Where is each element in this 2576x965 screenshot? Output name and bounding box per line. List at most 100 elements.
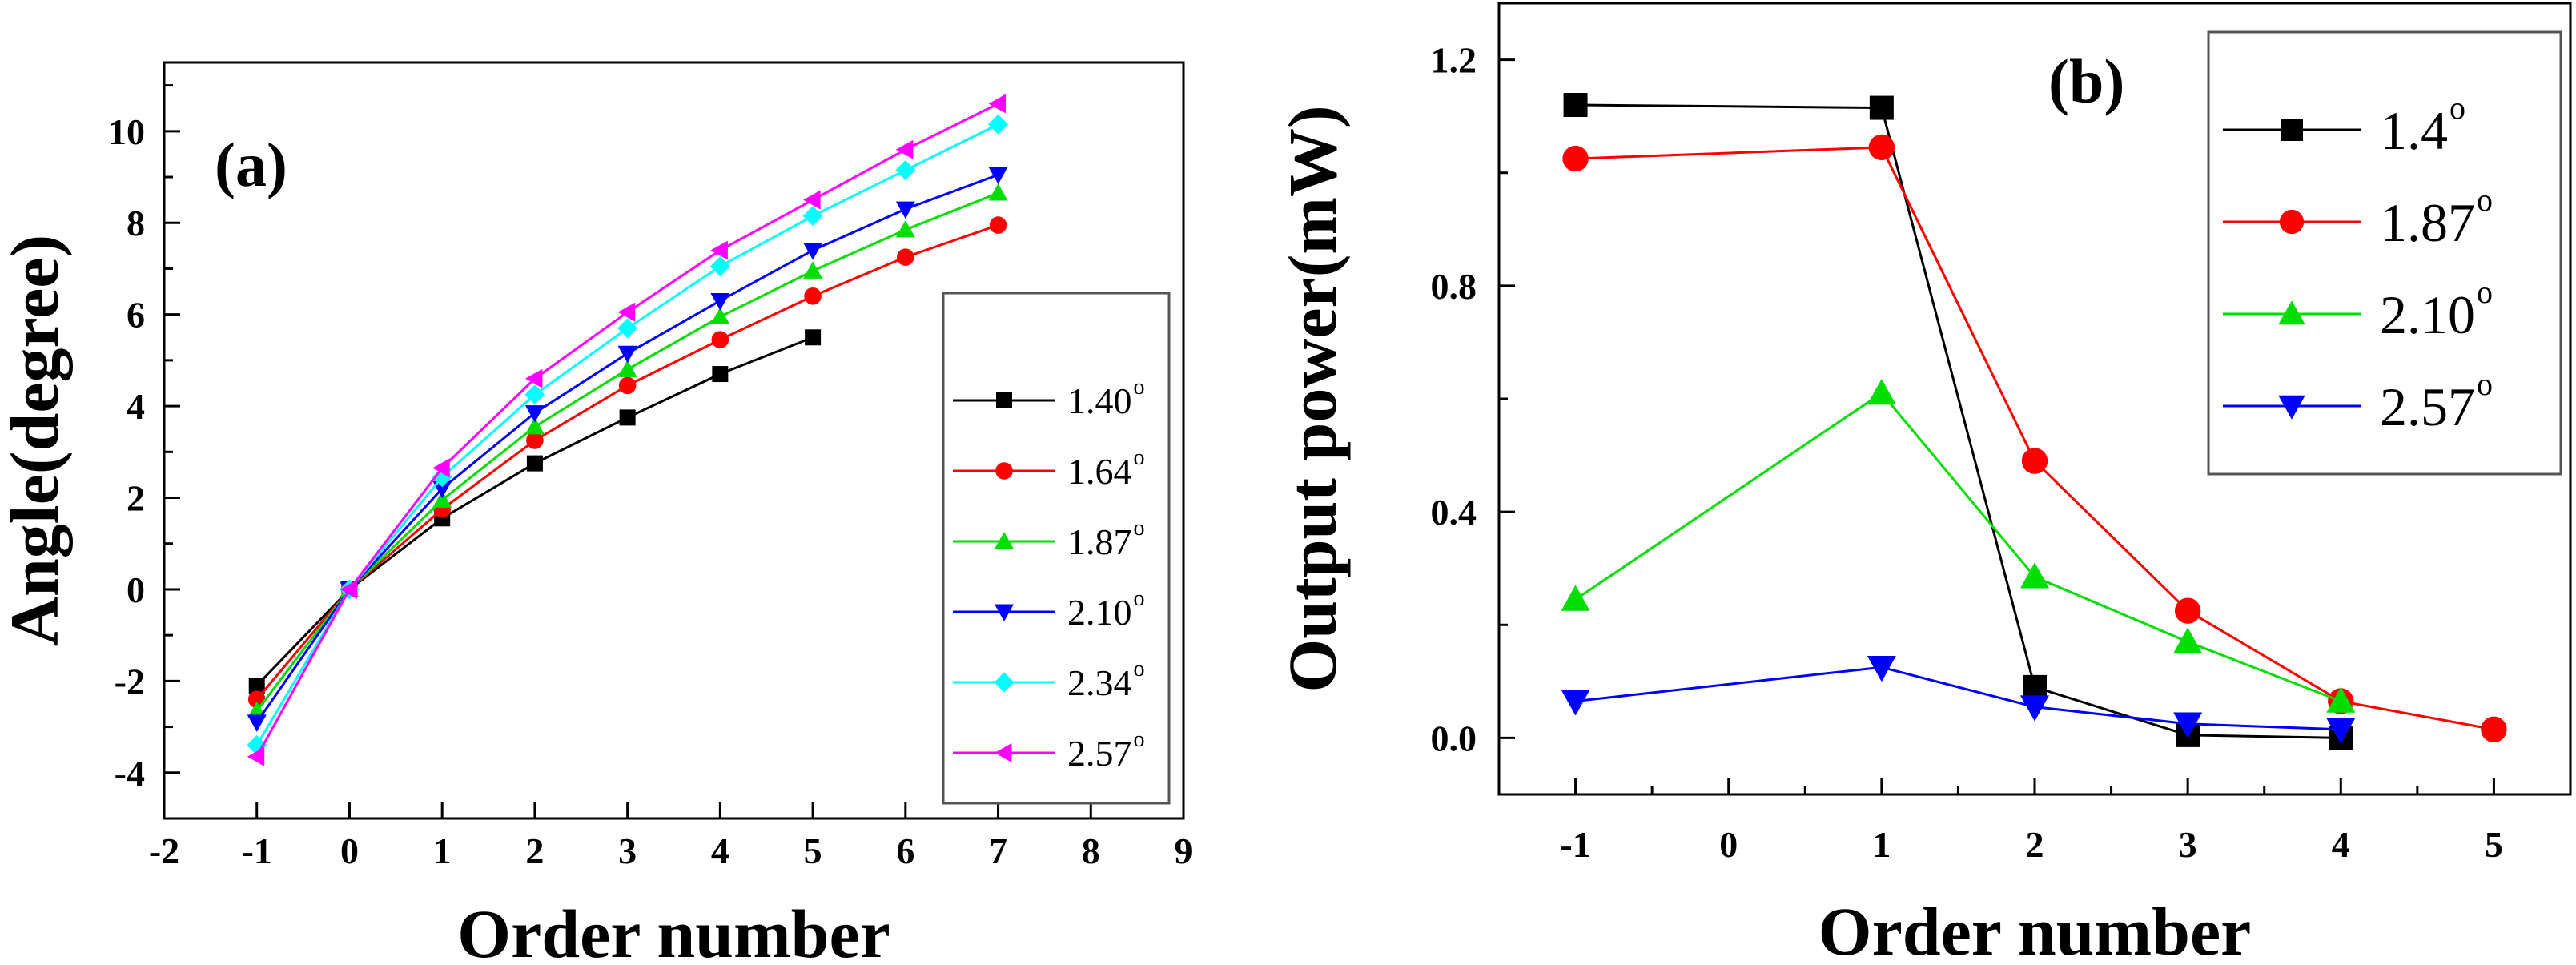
panel-a-x-tick-label: 8 <box>1082 830 1100 871</box>
panel-a-x-tick-label: 5 <box>804 830 822 871</box>
panel-a-x-tick-label: 9 <box>1175 830 1193 871</box>
panel-a-data-point <box>710 307 730 325</box>
panel-a-y-tick-label: -2 <box>115 661 145 702</box>
panel-a-legend-degree-mark: o <box>1134 657 1145 682</box>
panel-a-legend-entry: 1.40 o <box>953 375 1145 421</box>
panel-a-data-point <box>526 432 544 449</box>
panel-a-data-point <box>524 416 545 435</box>
panel-b-data-point <box>2326 686 2356 713</box>
panel-a-series-2-34 <box>247 114 1009 755</box>
panel-b-y-tick-label: 1.2 <box>1431 40 1477 81</box>
panel-b-x-tick-label: 3 <box>2179 824 2197 865</box>
panel-b-y-tick-label: 0.4 <box>1431 492 1477 533</box>
panel-a-data-point <box>340 579 357 599</box>
panel-b-data-point <box>1869 95 1894 120</box>
panel-b-data-point <box>1867 378 1896 405</box>
panel-a-x-tick-label: -2 <box>149 830 179 871</box>
panel-a-data-point <box>710 240 728 260</box>
panel-b-series-2-10 <box>1561 378 2356 713</box>
panel-a-y-axis-title: Angle(degree) <box>0 235 73 646</box>
panel-a-data-point <box>617 345 637 364</box>
panel-b-x-tick-label: 4 <box>2332 824 2350 865</box>
panel-a-legend-marker <box>995 532 1014 549</box>
panel-b-x-tick-label: -1 <box>1560 824 1590 865</box>
panel-a-x-tick-label: 6 <box>896 830 914 871</box>
panel-a-legend-marker <box>995 462 1013 480</box>
panel-b-data-point <box>2020 562 2049 589</box>
panel-a-legend-label: 1.40 <box>1067 380 1132 421</box>
panel-a-x-tick-label: -1 <box>242 830 272 871</box>
panel-a-data-point <box>432 458 450 478</box>
panel-b-legend-label: 1.4 <box>2380 100 2448 161</box>
panel-a-data-point <box>895 219 915 238</box>
panel-b-legend-degree-mark: o <box>2477 274 2493 310</box>
panel-a-legend-degree-mark: o <box>1134 586 1145 611</box>
panel-b-data-point <box>1561 585 1590 611</box>
panel-a-legend-box <box>942 292 1171 805</box>
panel-b-legend-marker <box>2278 395 2305 420</box>
panel-b-data-point <box>2020 695 2049 722</box>
panel-a-legend-marker <box>995 604 1014 621</box>
panel-a-y-tick-label: 4 <box>127 386 145 427</box>
panel-a-data-point <box>247 714 267 732</box>
panel-b-data-point <box>2481 716 2507 743</box>
panel-a-series-2-10 <box>247 167 1008 732</box>
panel-b-y-tick-label: 0.0 <box>1431 718 1477 758</box>
panel-a-x-tick-label: 3 <box>618 830 637 871</box>
panel-a-x-tick-label: 0 <box>340 830 359 871</box>
panel-a-y-tick-label: 2 <box>127 478 145 519</box>
panel-b-x-tick-label: 2 <box>2026 824 2044 865</box>
panel-a-data-point <box>988 183 1008 201</box>
panel-b-legend-degree-mark: o <box>2449 90 2465 126</box>
panel-b-y-axis-title: Output power(mW) <box>1274 105 1351 692</box>
panel-a-data-point <box>803 243 823 260</box>
panel-b-legend-entry: 2.57 o <box>2223 366 2493 437</box>
panel-a-plot-frame <box>163 61 1185 820</box>
panel-b-data-point <box>2023 674 2047 699</box>
panel-a-data-point <box>617 318 638 339</box>
panel-b-legend-entry: 2.10 o <box>2223 274 2493 345</box>
panel-a-legend-marker <box>996 392 1012 408</box>
panel-b-data-point <box>1562 145 1589 172</box>
panel-a-y-tick-label: -4 <box>115 753 145 794</box>
panel-a-data-point <box>802 206 823 227</box>
panel-a-series-line <box>255 191 999 712</box>
panel-a-data-point <box>895 139 914 159</box>
panel-a-legend-label: 2.34 <box>1067 662 1132 703</box>
panel-a-y-tick-label: 8 <box>127 203 145 243</box>
panel-a-y-tick-label: 0 <box>127 569 145 610</box>
panel-a-data-point <box>805 329 822 346</box>
panel-b-legend-degree-mark: o <box>2477 366 2493 402</box>
panel-a-data-point <box>617 360 637 377</box>
panel-a-series-line <box>255 223 999 701</box>
panel-b-data-point <box>2326 718 2356 744</box>
panel-b-legend-marker <box>2281 119 2303 141</box>
panel-b-series-1-4 <box>1563 93 2353 750</box>
panel-a-data-point <box>709 256 730 277</box>
panel-a-legend-entry: 2.57 o <box>953 727 1145 774</box>
panel-a-series-1-64 <box>247 216 1007 709</box>
panel-a-data-point <box>619 409 636 426</box>
panel-b-x-axis-title: Order number <box>1818 893 2252 965</box>
panel-b-data-point <box>2174 597 2201 624</box>
panel-a-legend-entry: 2.10 o <box>953 586 1145 633</box>
panel-a-legend-label: 2.10 <box>1067 592 1132 633</box>
panel-a-x-tick-label: 7 <box>989 830 1007 871</box>
panel-a-legend-degree-mark: o <box>1134 375 1145 400</box>
panel-b-legend-box <box>2207 30 2562 476</box>
panel-a-data-point <box>895 201 915 219</box>
panel-b-x-tick-label: 5 <box>2485 824 2503 865</box>
panel-a-series-1-40 <box>248 329 822 694</box>
panel-b-legend-degree-mark: o <box>2477 182 2493 218</box>
panel-a-x-tick-label: 1 <box>433 830 452 871</box>
panel-a-data-point <box>524 405 545 423</box>
panel-a-series-2-57 <box>247 94 1007 766</box>
panel-a-legend-label: 1.87 <box>1067 521 1132 562</box>
panel-b-power-chart: -1 0 1 2 3 4 50.00.40.81.21.4 o1.87 o2.10 o2.57 o(… <box>1274 2 2572 965</box>
panel-b-legend-label: 1.87 <box>2380 192 2475 253</box>
panel-b-x-tick-label: 0 <box>1719 824 1738 865</box>
panel-a-legend-entry: 2.34 o <box>953 657 1145 703</box>
panel-a-data-point <box>710 293 730 311</box>
panel-a-data-point <box>988 114 1009 135</box>
